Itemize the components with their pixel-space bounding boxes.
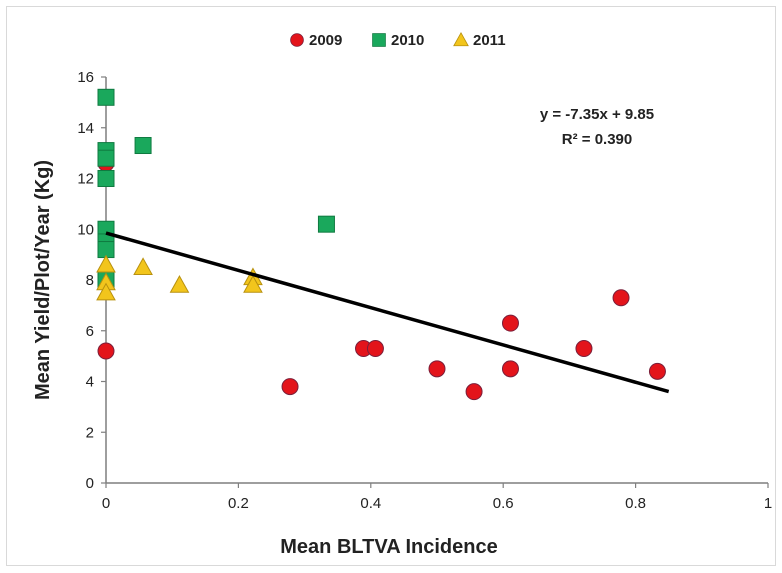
point-2011 [133,257,153,276]
legend-marker-2011 [453,31,469,47]
y-tick-label: 16 [77,69,94,86]
trendline-equation: y = -7.35x + 9.85 [540,106,654,123]
series-2009 [97,154,666,401]
x-tick-label: 0.2 [228,495,249,512]
point-2009 [501,360,519,378]
point-2009 [575,340,593,358]
legend-item-2010: 2010 [372,32,424,49]
point-2011 [96,254,116,273]
y-tick-label: 8 [86,272,94,289]
point-2010 [134,137,152,155]
x-axis-title: Mean BLTVA Incidence [280,536,497,558]
legend: 2009 2010 2011 [290,31,506,49]
point-2009 [281,378,299,396]
chart-frame: 2009 2010 2011 0 2 4 6 8 10 12 14 16 0 0.2 0.4 0.6 0.8 1… [6,6,776,566]
legend-label-2011: 2011 [473,32,506,49]
point-2010 [97,88,115,106]
point-2009 [97,342,115,360]
x-tick-label: 0.6 [493,495,514,512]
y-tick-label: 2 [86,424,94,441]
point-2009 [465,383,483,401]
legend-label-2010: 2010 [391,32,424,49]
point-2009 [612,289,630,307]
trendline [105,231,670,394]
x-tick-label: 0.4 [360,495,381,512]
x-tick-label: 0.8 [625,495,646,512]
point-2010 [97,149,115,167]
y-tick-label: 4 [86,374,94,391]
x-tick-label: 1 [764,495,772,512]
legend-item-2011: 2011 [453,31,506,49]
y-tick-label: 14 [77,120,94,137]
trendline-group [105,231,670,394]
point-2009 [366,340,384,358]
y-tick-label: 0 [86,475,94,492]
legend-marker-2010 [372,33,386,47]
scatter-chart: 2009 2010 2011 0 2 4 6 8 10 12 14 16 0 0.2 0.4 0.6 0.8 1… [32,31,772,558]
point-2009 [501,314,519,332]
y-tick-label: 10 [77,221,94,238]
trendline-r2: R² = 0.390 [562,131,632,148]
y-tick-label: 12 [77,171,94,188]
y-tick-label: 6 [86,323,94,340]
point-2010 [317,215,335,233]
series-2011 [96,254,263,301]
point-2009 [648,362,666,380]
legend-marker-2009 [290,33,304,47]
axes: 0 2 4 6 8 10 12 14 16 0 0.2 0.4 0.6 0.8 1 [77,69,772,512]
point-2011 [96,282,116,301]
point-2010 [97,170,115,187]
series-2010 [97,88,335,289]
point-2011 [243,275,263,293]
x-tick-label: 0 [102,495,110,512]
data-marks [96,88,666,401]
legend-label-2009: 2009 [309,32,342,49]
point-2009 [428,360,446,378]
y-axis-title: Mean Yield/Plot/Year (Kg) [32,160,54,400]
point-2011 [169,275,190,293]
legend-item-2009: 2009 [290,32,342,49]
